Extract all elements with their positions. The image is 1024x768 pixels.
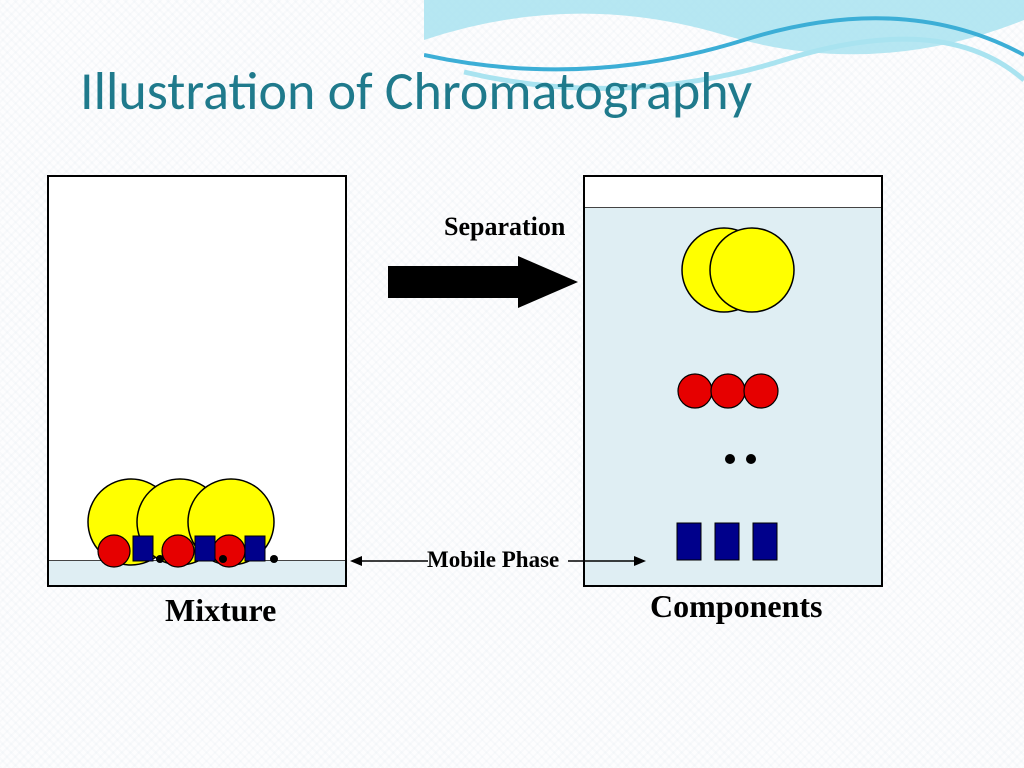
left-mobile-phase-liquid (49, 560, 345, 585)
mobile-phase-label: Mobile Phase (427, 547, 559, 573)
separation-label: Separation (444, 212, 565, 242)
slide-title: Illustration of Chromatography (80, 58, 752, 124)
left-panel-mixture (47, 175, 347, 587)
separation-arrow-icon (388, 256, 578, 308)
mobile-phase-arrow-right-icon (568, 552, 646, 570)
right-panel-components (583, 175, 883, 587)
components-label: Components (650, 588, 822, 625)
right-mobile-phase-liquid (585, 207, 881, 585)
mobile-phase-arrow-left-icon (350, 552, 428, 570)
mixture-label: Mixture (165, 592, 276, 629)
